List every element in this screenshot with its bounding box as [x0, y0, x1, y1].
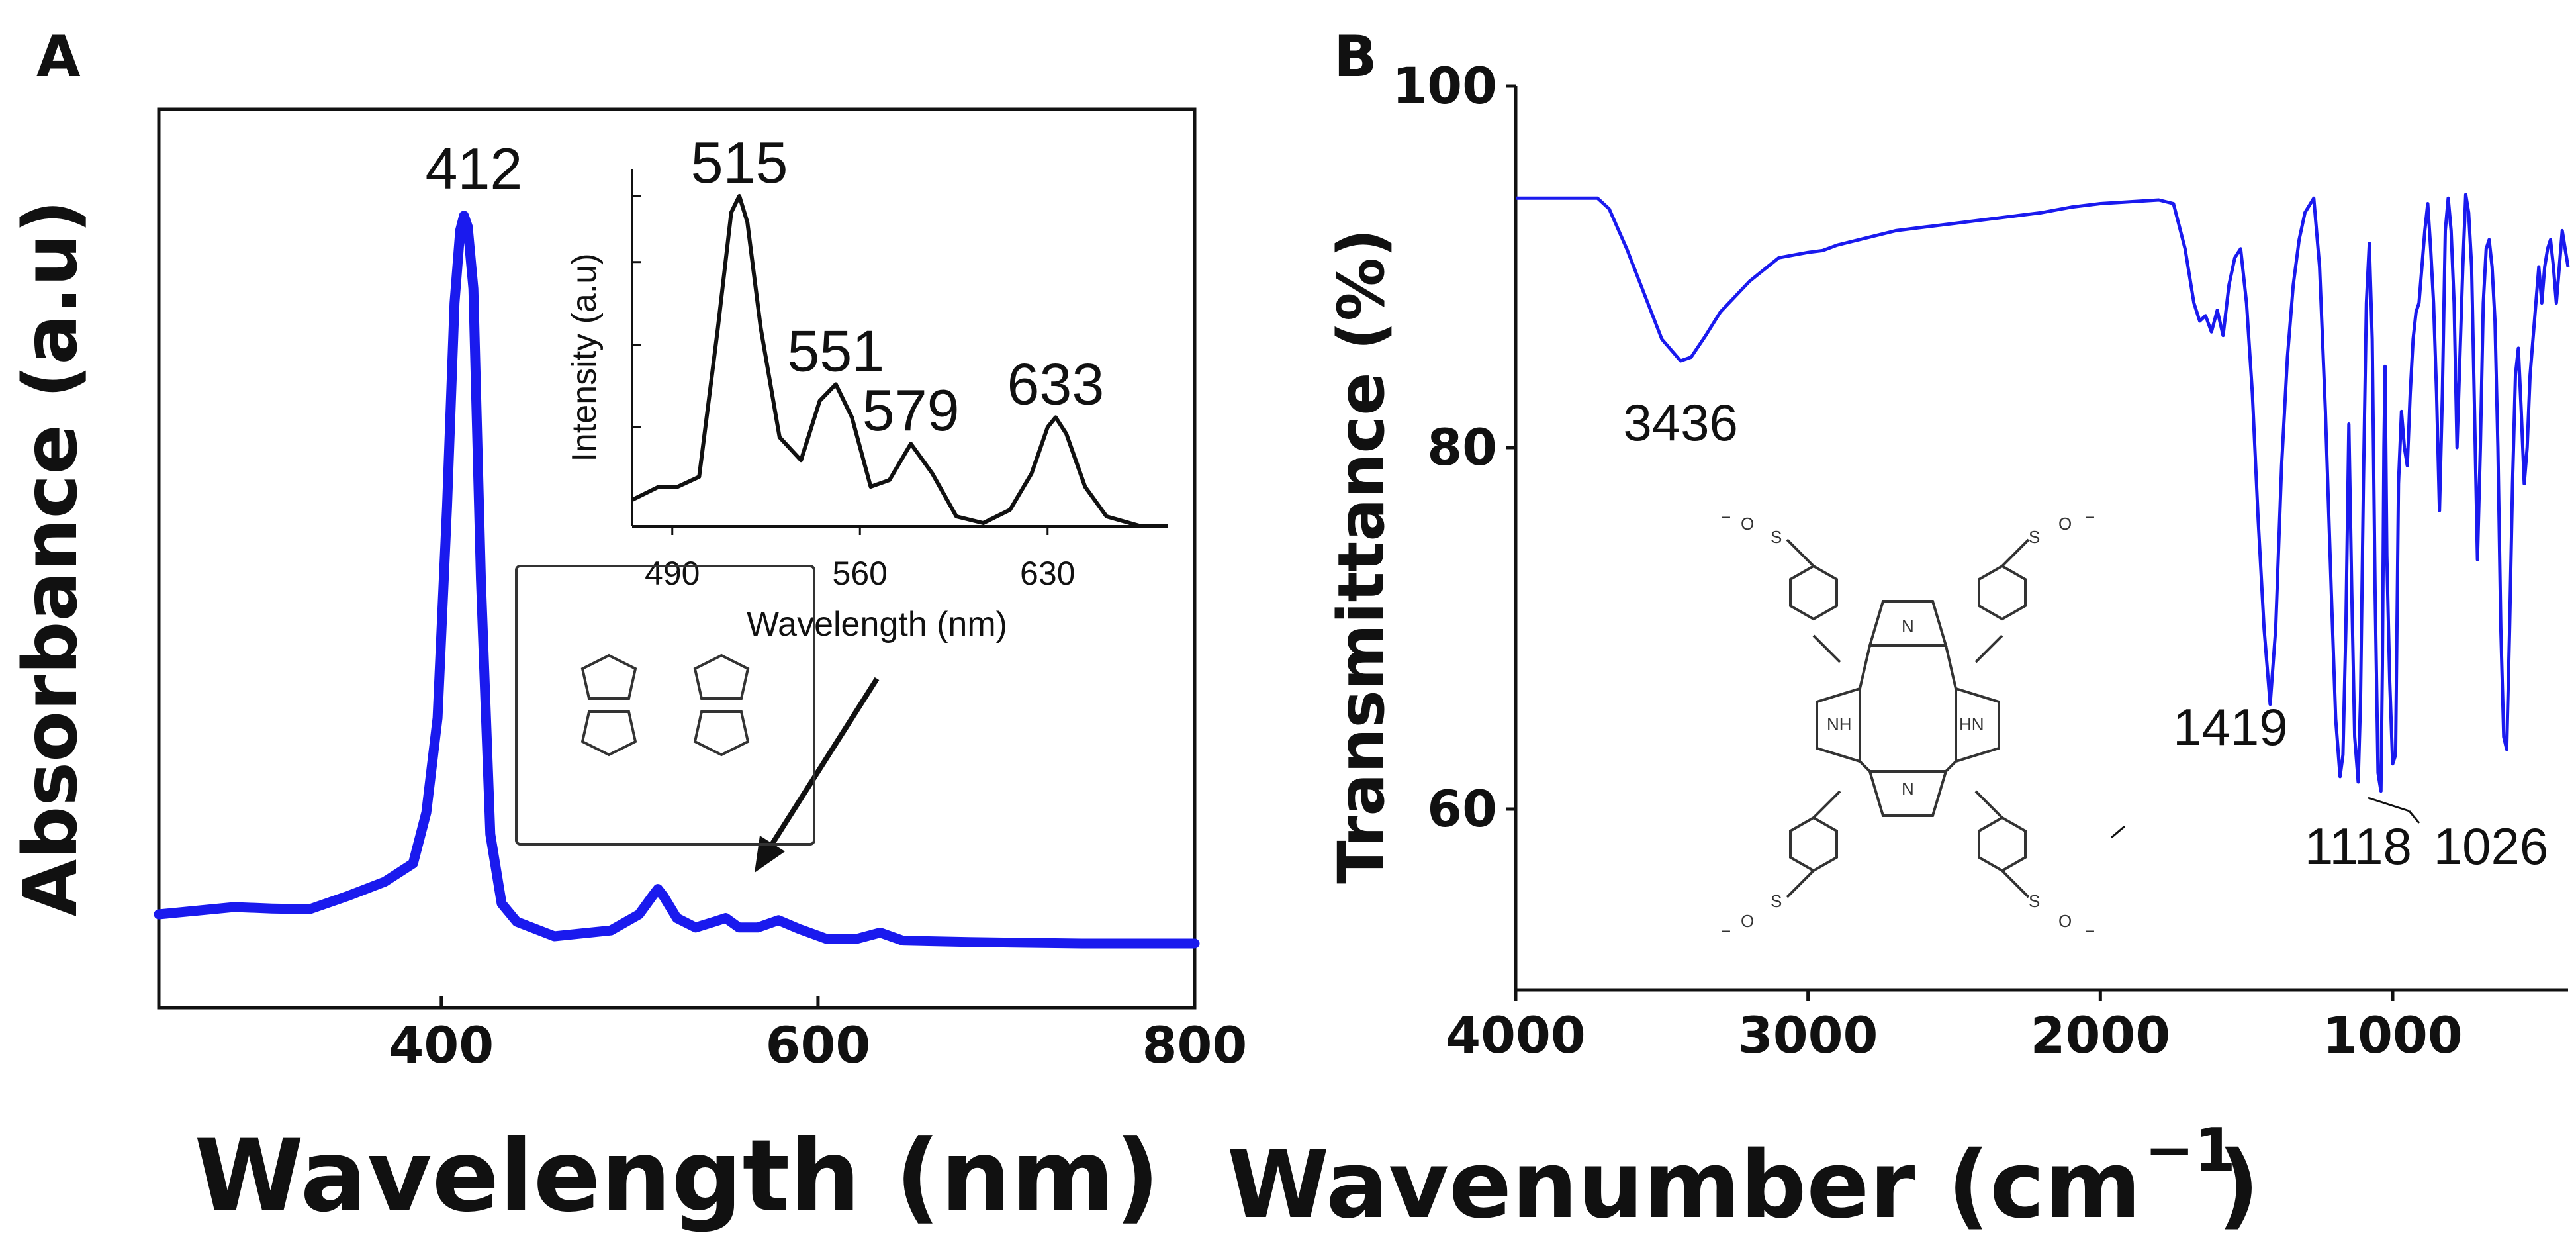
panel-b-peak-label-3436: 3436 — [1623, 393, 1738, 452]
pyrrole-right-top — [693, 653, 750, 700]
label-o-br: O — [2058, 911, 2072, 931]
porphyrin-macrocycle — [515, 565, 815, 846]
panel-b-y-tick-label: 100 — [1392, 56, 1497, 115]
meso-bond-tr — [1974, 634, 2003, 663]
inset-x-tick-label: 630 — [1020, 555, 1075, 592]
panel-a-y-axis-label: Absorbance (a.u) — [8, 200, 94, 917]
label-hn: HN — [1959, 714, 1984, 734]
panel-b-x-ticks: 4000 3000 2000 1000 — [1446, 990, 2463, 1065]
panel-a-letter: A — [36, 24, 81, 90]
tpps-structure-details — [1786, 538, 2030, 898]
panel-a-x-tick-label: 400 — [389, 1016, 494, 1075]
label-o-tr: O — [2058, 514, 2072, 534]
sulfonate-bond-tl — [1786, 538, 1815, 567]
panel-a-absorbance-line — [154, 211, 1200, 949]
label-charge-tl: − — [1721, 507, 1731, 527]
inset-peak-label-515: 515 — [691, 130, 788, 195]
label-o-bl: O — [1741, 911, 1754, 931]
phenyl-ring-bl — [1789, 816, 1838, 873]
pyrrole-right-bottom — [693, 710, 750, 757]
panel-a-frame — [157, 107, 1197, 1010]
label-s-tl: S — [1771, 527, 1782, 547]
inset-x-tick-label: 560 — [833, 555, 888, 592]
inset-x-tick-label: 490 — [645, 555, 700, 592]
label-charge-br: − — [2085, 921, 2095, 941]
inset-peak-label-579: 579 — [862, 377, 960, 443]
panel-a-peak-label-412: 412 — [426, 136, 523, 201]
panel-b-transmittance-line — [1516, 193, 2570, 793]
inset-x-axis-label: Wavelength (nm) — [747, 605, 1007, 644]
inset-peak-label-633: 633 — [1007, 351, 1104, 416]
inset-fluorescence-line — [631, 193, 1168, 528]
panel-b-y-axis-label: Transmittance (%) — [1324, 228, 1399, 884]
inset-peak-label-551: 551 — [787, 318, 884, 383]
tpps-structure-labels: NH HN N N S S S S O O O O − − − − — [1721, 507, 2095, 941]
panel-a-x-axis-label: Wavelength (nm) — [194, 1119, 1160, 1234]
meso-bond-tl — [1812, 634, 1841, 663]
panel-a-x-ticks: 400 600 800 — [389, 996, 1247, 1075]
label-o-tl: O — [1741, 514, 1754, 534]
label-n-bottom: N — [1902, 779, 1914, 798]
pyrrole-bottom — [580, 710, 637, 757]
panel-b-x-tick-label: 2000 — [2031, 1006, 2171, 1065]
meso-bond-br — [1974, 790, 2003, 819]
meso-bond-bl — [1812, 790, 1841, 819]
pyrrole-top — [580, 653, 637, 700]
label-charge-bl: − — [1721, 921, 1731, 941]
panel-b-peak-label-1419: 1419 — [2173, 698, 2288, 756]
panel-b-letter: B — [1334, 24, 1377, 90]
panel-a-x-tick-label: 800 — [1142, 1016, 1248, 1075]
leader-1118 — [2111, 825, 2125, 839]
panel-b-y-ticks: 60 80 100 — [1392, 56, 1516, 838]
panel-b-x-tick-label: 3000 — [1738, 1006, 1878, 1065]
tpps-structure-illustration — [515, 565, 815, 846]
arrow-shaft — [765, 677, 880, 853]
panel-b-y-tick-label: 80 — [1427, 418, 1497, 477]
leader-1026-b — [2408, 810, 2420, 824]
label-n-top: N — [1902, 616, 1914, 636]
panel-b-x-tick-label: 4000 — [1446, 1006, 1586, 1065]
label-s-tr: S — [2029, 527, 2040, 547]
meso-bonds — [1859, 645, 1957, 773]
inset-y-ticks — [632, 195, 641, 428]
label-charge-tr: − — [2085, 507, 2095, 527]
panel-b-peak-label-1118: 1118 — [2305, 817, 2412, 875]
panel-b-y-tick-label: 60 — [1427, 779, 1497, 838]
label-s-br: S — [2029, 891, 2040, 911]
sulfonate-bond-br — [2001, 869, 2030, 898]
label-s-bl: S — [1771, 891, 1782, 911]
inset-x-ticks: 490 560 630 — [645, 526, 1075, 592]
panel-a-x-tick-label: 600 — [766, 1016, 871, 1075]
panel-b-peak-label-1026: 1026 — [2434, 817, 2549, 875]
inset-fluorescence-chart: 490 560 630 Intensity (a.u) Wavelength (nm… — [565, 130, 1168, 644]
inset-y-axis-label: Intensity (a.u) — [565, 253, 604, 461]
panel-b-x-axis-label: Wavenumber (cm — [1227, 1132, 2141, 1239]
panel-b-x-axis-label-superscript: −1 — [2144, 1116, 2236, 1185]
sulfonate-bond-tr — [2001, 538, 2030, 567]
panel-b-x-tick-label: 1000 — [2323, 1006, 2463, 1065]
sulfonate-bond-bl — [1786, 869, 1815, 898]
panel-b-x-axis-label-close: ) — [2217, 1132, 2260, 1239]
peak-leader-lines — [2111, 797, 2420, 839]
leader-1026-a — [2368, 797, 2410, 812]
panel-b: B 60 80 100 4000 3000 2000 1000 Transmittance… — [515, 24, 2570, 1239]
label-nh: NH — [1827, 714, 1852, 734]
phenyl-ring-br — [1978, 816, 2027, 873]
panel-a: A Absorbance (a.u) Wavelength (nm) 400 60… — [8, 24, 1247, 1234]
